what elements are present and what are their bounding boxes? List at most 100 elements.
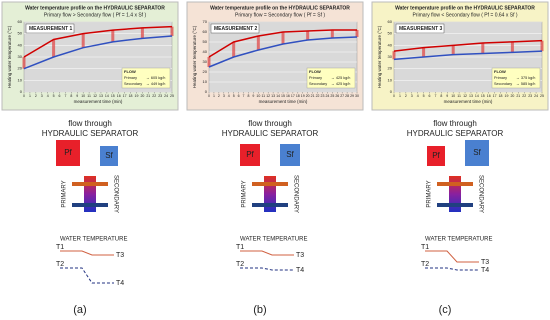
legend-entry: Secondary [309,82,327,86]
x-tick-label: 21 [146,94,150,98]
sf-label: Sf [473,148,481,157]
legend-entry: Primary [494,76,507,80]
x-tick-label: 3 [411,94,413,98]
t3-label: T3 [296,252,304,259]
y-tick-label: 20 [203,69,208,74]
annotation: MEASUREMENT 1 [29,26,73,32]
x-tick-label: 1 [213,94,215,98]
annotation-box [395,23,445,34]
x-tick-label: 14 [276,94,280,98]
x-tick-label: 5 [53,94,55,98]
legend-entry: Primary [309,76,322,80]
range-bar [81,33,85,48]
y-tick-label: 60 [203,29,208,34]
y-tick-label: 50 [203,39,208,44]
panel-caption: (a) [73,304,86,316]
y-tick-label: 0 [205,89,208,94]
t1-label: T1 [236,244,244,251]
x-tick-label: 8 [247,94,249,98]
y-tick-label: 30 [203,59,208,64]
x-tick-label: 10 [256,94,260,98]
x-tick-label: 14 [105,94,109,98]
t2-label: T2 [56,261,64,268]
chart-subtitle: Primary flow = Secondary flow ( Pf = Sf … [235,12,325,18]
legend-flow: → 425 kg/h [331,76,350,80]
diagram-subheading: HYDRAULIC SEPARATOR [42,129,139,138]
sf-label: Sf [105,151,113,160]
y-tick-label: 60 [18,19,23,24]
x-tick-label: 9 [76,94,78,98]
t2-line [240,267,294,271]
t2-line [425,267,479,271]
range-bar [510,41,514,53]
x-tick-label: 25 [540,94,544,98]
series-line [393,50,543,61]
x-tick-label: 13 [271,94,275,98]
x-axis-label: measurement time (min) [74,99,123,104]
temperature-heading: WATER TEMPERATURE [425,237,492,243]
temperature-heading: WATER TEMPERATURE [60,237,127,243]
t2-label: T2 [421,261,429,268]
x-tick-label: 20 [306,94,310,98]
secondary-label: SECONDARY [292,175,298,213]
x-tick-label: 0 [393,94,395,98]
x-tick-label: 2 [218,94,220,98]
diagram-subheading: HYDRAULIC SEPARATOR [222,129,319,138]
x-tick-label: 23 [158,94,162,98]
legend [121,67,171,89]
range-bar [451,45,455,55]
x-tick-label: 5 [233,94,235,98]
x-tick-label: 9 [252,94,254,98]
chart-title: Water temperature profile on the HYDRAUL… [210,5,350,11]
t4-label: T4 [296,267,304,274]
x-tick-label: 30 [355,94,359,98]
x-tick-label: 18 [129,94,133,98]
x-tick-label: 8 [440,94,442,98]
chart-subtitle: Primary flow < Secondary flow ( Pf = 0.6… [412,12,517,18]
secondary-outlet [72,203,108,207]
x-tick-label: 2 [35,94,37,98]
y-tick-label: 10 [388,77,393,82]
primary-label: PRIMARY [427,180,433,207]
pf-label: Pf [64,148,72,157]
x-tick-label: 1 [29,94,31,98]
t3-label: T3 [116,252,124,259]
legend-entry: Secondary [494,82,512,86]
x-tick-label: 13 [99,94,103,98]
y-tick-label: 20 [18,66,23,71]
x-tick-label: 4 [417,94,419,98]
x-tick-label: 11 [261,94,265,98]
y-tick-label: 0 [390,89,393,94]
x-tick-label: 29 [350,94,354,98]
legend-flow: → 585 kg/h [516,82,535,86]
x-tick-label: 7 [243,94,245,98]
x-tick-label: 15 [111,94,115,98]
x-tick-label: 19 [301,94,305,98]
sf-label: Sf [286,150,294,159]
diagram-heading: flow through [248,119,292,128]
chart-title: Water temperature profile on the HYDRAUL… [25,5,165,11]
x-tick-label: 13 [469,94,473,98]
x-tick-label: 12 [266,94,270,98]
x-tick-label: 12 [463,94,467,98]
series-line [23,25,173,58]
x-tick-label: 19 [505,94,509,98]
secondary-label: SECONDARY [112,175,118,213]
x-tick-label: 17 [291,94,295,98]
diagram-subheading: HYDRAULIC SEPARATOR [407,129,504,138]
x-tick-label: 23 [528,94,532,98]
x-tick-label: 6 [429,94,431,98]
range-bar [170,26,174,36]
pf-box [240,144,260,166]
legend-entry: Secondary [124,82,142,86]
x-tick-label: 20 [510,94,514,98]
y-tick-label: 40 [203,49,208,54]
x-tick-label: 26 [335,94,339,98]
x-tick-label: 9 [446,94,448,98]
legend-flow: → 449 kg/h [146,82,165,86]
series-line [208,36,358,68]
range-bar [111,30,115,42]
y-tick-label: 70 [203,19,208,24]
